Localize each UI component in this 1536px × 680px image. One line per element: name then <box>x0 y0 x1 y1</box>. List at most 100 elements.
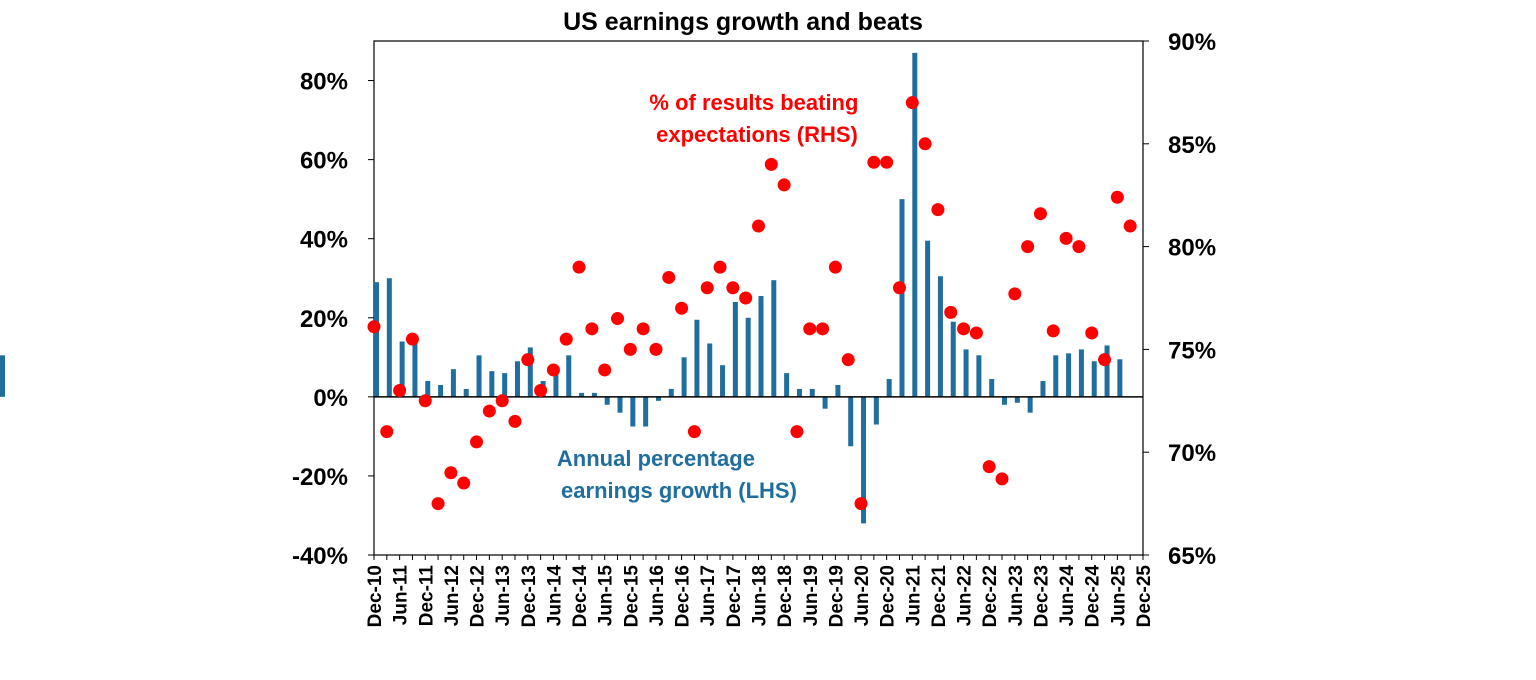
x-tick-label: Dec-14 <box>570 565 591 628</box>
earnings-growth-bar <box>963 349 969 397</box>
earnings-growth-bar <box>822 396 828 409</box>
beats-point <box>1098 353 1112 367</box>
chart-title: US earnings growth and beats <box>563 8 923 36</box>
beats-point <box>982 460 996 474</box>
right-tick-label: 75% <box>1168 337 1216 364</box>
earnings-growth-bar <box>937 276 943 397</box>
beats-point <box>623 342 637 356</box>
beats-point <box>1021 240 1035 254</box>
x-tick-label: Jun-25 <box>1108 565 1129 627</box>
beats-point <box>482 404 496 418</box>
earnings-growth-bar <box>0 355 5 397</box>
beats-point <box>880 155 894 169</box>
earnings-growth-bar <box>771 280 777 397</box>
earnings-growth-bar <box>566 355 572 397</box>
earnings-growth-bar <box>1117 359 1123 397</box>
beats-point <box>995 472 1009 486</box>
x-tick-label: Jun-23 <box>1006 565 1027 626</box>
earnings-growth-bar <box>1040 381 1046 397</box>
x-tick-label: Dec-11 <box>416 565 437 627</box>
beats-point <box>777 178 791 192</box>
x-tick-label: Jun-14 <box>544 565 565 627</box>
beats-point <box>559 332 573 346</box>
x-tick-label: Dec-15 <box>621 565 642 628</box>
earnings-growth-bar <box>425 381 431 397</box>
earnings-growth-bar <box>643 396 649 427</box>
beats-point <box>892 281 906 295</box>
beats-point <box>1123 219 1137 233</box>
x-tick-label: Dec-20 <box>878 565 899 627</box>
x-tick-label: Jun-19 <box>801 565 822 626</box>
x-tick-label: Dec-12 <box>468 565 489 627</box>
earnings-growth-bar <box>527 347 533 397</box>
earnings-growth-bar <box>848 396 854 447</box>
beats-point <box>828 260 842 274</box>
earnings-growth-bar <box>745 317 751 397</box>
beats-point <box>1110 190 1124 204</box>
earnings-growth-bar <box>630 396 636 427</box>
left-tick-label: 80% <box>300 69 348 96</box>
beats-point <box>687 425 701 439</box>
beats-point <box>752 219 765 233</box>
earnings-growth-bar <box>1104 345 1110 397</box>
earnings-growth-bar <box>1014 396 1020 403</box>
earnings-growth-bar <box>489 371 495 397</box>
left-tick-label: 20% <box>300 306 348 333</box>
beats-point <box>393 384 407 398</box>
x-tick-label: Jun-22 <box>955 565 976 626</box>
earnings-growth-bar <box>925 240 931 397</box>
x-tick-label: Jun-20 <box>852 565 873 626</box>
earnings-growth-bar <box>707 343 713 397</box>
beats-point <box>1033 207 1047 221</box>
earnings-growth-bar <box>809 388 815 397</box>
earnings-growth-bar <box>976 355 982 397</box>
earnings-growth-bar <box>553 367 559 397</box>
earnings-growth-bar <box>1091 361 1097 397</box>
x-tick-label: Jun-11 <box>391 565 412 626</box>
earnings-growth-bar <box>835 384 841 397</box>
beats-point <box>367 320 381 334</box>
beats-point <box>405 332 419 346</box>
beats-point <box>380 425 394 439</box>
beats-point <box>636 322 650 336</box>
beats-point <box>598 363 612 377</box>
earnings-growth-bar <box>732 301 738 397</box>
earnings-growth-bar <box>1027 396 1033 413</box>
earnings-growth-bar <box>655 396 661 401</box>
x-tick-label: Dec-21 <box>929 565 950 628</box>
right-axis: 65% 70% 75% 80% 85% 90% <box>1143 29 1216 570</box>
beats-point <box>816 322 830 336</box>
beats-point <box>854 497 868 511</box>
beats-point <box>1085 326 1099 340</box>
left-tick-label: -40% <box>292 543 348 570</box>
beats-point <box>1008 287 1022 301</box>
earnings-growth-bar <box>579 392 585 397</box>
earnings-growth-bar <box>617 396 623 413</box>
earnings-growth-bar <box>438 384 444 397</box>
beats-point <box>931 203 945 217</box>
x-tick-label: Dec-13 <box>519 565 540 627</box>
earnings-growth-bar <box>899 199 905 397</box>
earnings-growth-bar <box>476 355 482 397</box>
beats-point <box>867 155 881 169</box>
left-axis: -40% -20% 0% 20% 40% 60% 80% <box>292 69 374 570</box>
x-tick-label: Dec-10 <box>365 565 386 627</box>
beats-point <box>841 353 855 367</box>
beats-point <box>662 270 676 284</box>
earnings-growth-bar <box>758 296 764 397</box>
beats-point <box>969 326 983 340</box>
earnings-growth-bar <box>694 319 700 397</box>
earnings-growth-bar <box>374 282 379 397</box>
x-tick-label: Jun-13 <box>493 565 514 626</box>
earnings-growth-bar <box>720 365 726 397</box>
beats-point <box>534 384 548 398</box>
beats-point <box>700 281 714 295</box>
beats-point <box>944 305 958 319</box>
earnings-growth-bar <box>1002 396 1008 405</box>
x-tick-label: Dec-16 <box>673 565 694 627</box>
earnings-growth-bar <box>450 369 456 397</box>
left-tick-label: -20% <box>292 464 348 491</box>
left-tick-label: 40% <box>300 227 348 254</box>
beats-point <box>790 425 804 439</box>
